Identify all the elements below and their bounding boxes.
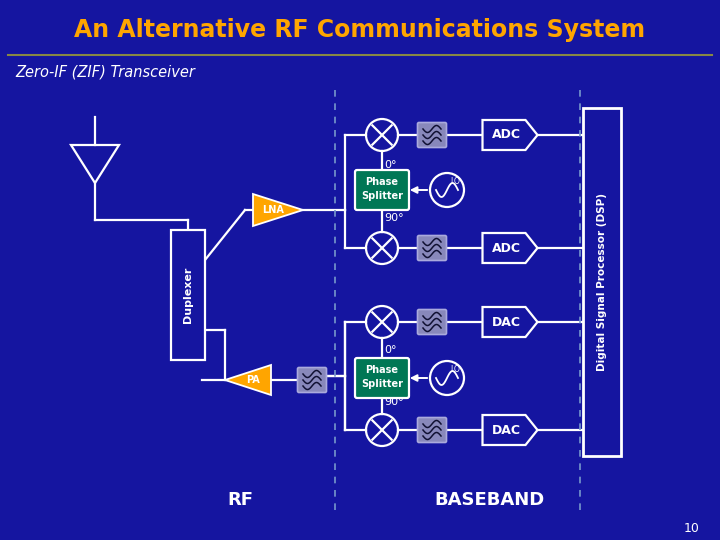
- FancyBboxPatch shape: [418, 123, 446, 147]
- Bar: [171, 230, 205, 360]
- Text: Zero-IF (ZIF) Transceiver: Zero-IF (ZIF) Transceiver: [15, 64, 195, 79]
- Text: PA: PA: [246, 375, 260, 385]
- Text: ADC: ADC: [492, 129, 521, 141]
- Polygon shape: [253, 194, 303, 226]
- Text: Digital Signal Processor (DSP): Digital Signal Processor (DSP): [597, 193, 607, 371]
- FancyBboxPatch shape: [418, 417, 446, 442]
- Polygon shape: [482, 415, 538, 445]
- Polygon shape: [482, 233, 538, 263]
- FancyBboxPatch shape: [355, 170, 409, 210]
- Polygon shape: [482, 120, 538, 150]
- Text: 10: 10: [684, 522, 700, 535]
- Text: Duplexer: Duplexer: [183, 267, 193, 323]
- Text: 0°: 0°: [384, 160, 397, 170]
- Text: DAC: DAC: [492, 315, 521, 328]
- Text: RF: RF: [227, 491, 253, 509]
- Polygon shape: [225, 365, 271, 395]
- Text: LNA: LNA: [262, 205, 284, 215]
- Text: BASEBAND: BASEBAND: [435, 491, 545, 509]
- Text: LO: LO: [450, 364, 460, 374]
- Text: An Alternative RF Communications System: An Alternative RF Communications System: [74, 18, 646, 42]
- Text: LO: LO: [450, 177, 460, 186]
- Text: ADC: ADC: [492, 241, 521, 254]
- Text: Phase: Phase: [366, 365, 398, 375]
- Bar: [583, 108, 621, 456]
- Text: 90°: 90°: [384, 397, 404, 407]
- Polygon shape: [482, 307, 538, 337]
- Text: Splitter: Splitter: [361, 191, 403, 201]
- FancyBboxPatch shape: [355, 358, 409, 398]
- FancyBboxPatch shape: [418, 309, 446, 334]
- FancyBboxPatch shape: [297, 368, 326, 393]
- Text: Splitter: Splitter: [361, 379, 403, 389]
- FancyBboxPatch shape: [418, 235, 446, 260]
- Text: DAC: DAC: [492, 423, 521, 436]
- Text: 90°: 90°: [384, 213, 404, 223]
- Text: Phase: Phase: [366, 177, 398, 187]
- Text: 0°: 0°: [384, 345, 397, 355]
